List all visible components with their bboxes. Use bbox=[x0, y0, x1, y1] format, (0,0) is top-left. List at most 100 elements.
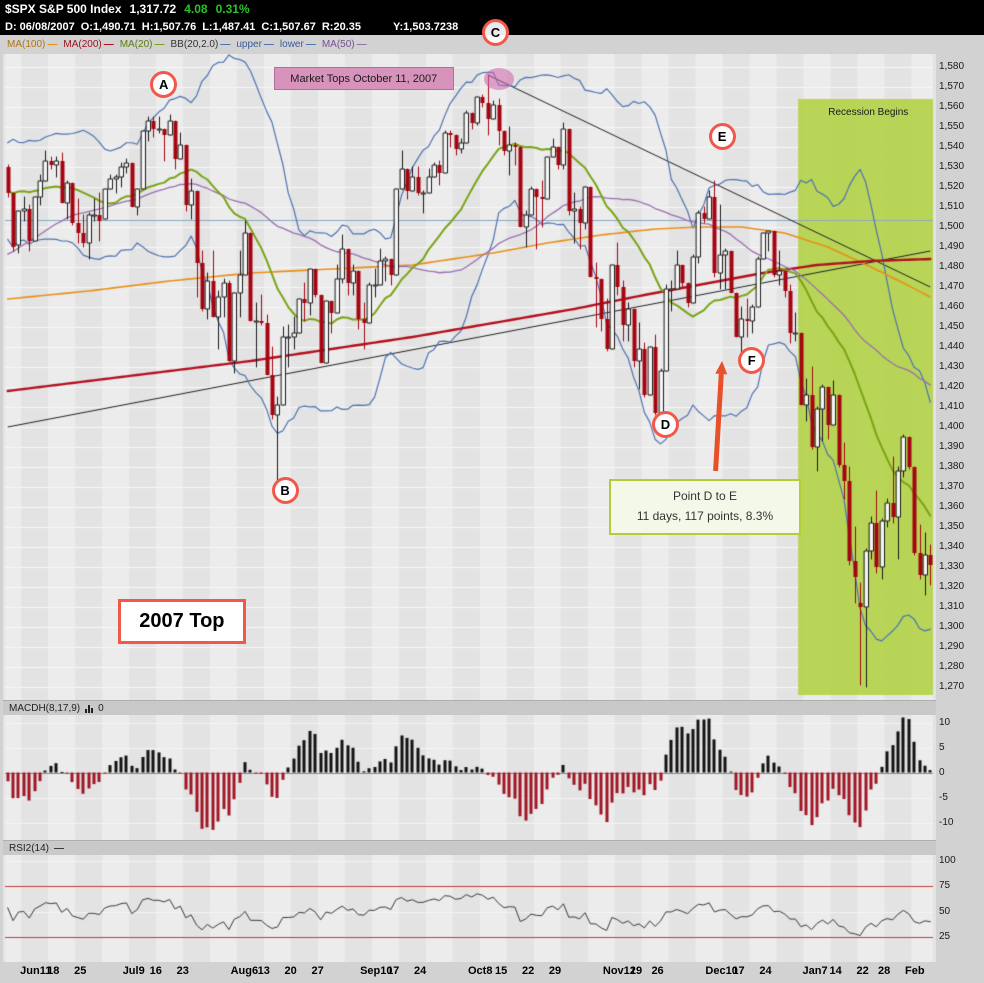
macd-axis-tick: -10 bbox=[939, 816, 954, 828]
chart-title-callout: 2007 Top bbox=[118, 599, 246, 644]
legend-item-4: upper bbox=[236, 39, 262, 50]
marker-circle-a: A bbox=[150, 71, 178, 98]
readout-low: L:1,487.41 bbox=[202, 20, 256, 33]
marker-circle-f: F bbox=[738, 347, 766, 374]
date-axis-label: Jun11 bbox=[20, 965, 52, 977]
legend-item-6: MA(50) bbox=[321, 39, 355, 50]
readout-high: H:1,507.76 bbox=[141, 20, 197, 33]
price-axis-tick: 1,330 bbox=[939, 561, 965, 572]
legend-item-3: BB(20,2.0) bbox=[170, 39, 219, 50]
date-axis-label: 14 bbox=[829, 965, 842, 977]
date-axis-label: 25 bbox=[74, 965, 87, 977]
legend-line-swatch: — bbox=[305, 39, 316, 50]
price-axis-tick: 1,390 bbox=[939, 441, 965, 452]
last-price: 1,317.72 bbox=[129, 2, 177, 16]
price-axis-tick: 1,470 bbox=[939, 281, 965, 292]
macd-label-strip: MACDH(8,17,9) 0 bbox=[3, 700, 936, 715]
rsi-axis-tick: 75 bbox=[939, 880, 951, 892]
legend-item-0: MA(100) bbox=[7, 39, 46, 50]
price-axis-tick: 1,280 bbox=[939, 661, 965, 672]
macd-axis-tick: -5 bbox=[939, 791, 948, 803]
price-axis-tick: 1,350 bbox=[939, 521, 965, 532]
rsi-axis-tick: 50 bbox=[939, 905, 951, 917]
macd-chart-canvas[interactable] bbox=[3, 715, 936, 840]
macd-label: MACDH(8,17,9) bbox=[9, 702, 81, 714]
price-axis-tick: 1,500 bbox=[939, 221, 965, 232]
price-axis-tick: 1,360 bbox=[939, 501, 965, 512]
pointer-line-1: Point D to E bbox=[672, 489, 737, 503]
date-axis-label: Dec10 bbox=[705, 965, 738, 977]
market-tops-callout: Market Tops October 11, 2007 bbox=[273, 67, 454, 90]
legend-line-swatch: — bbox=[220, 39, 231, 50]
price-axis-tick: 1,420 bbox=[939, 381, 965, 392]
marker-circle-c: C bbox=[481, 19, 509, 46]
price-axis-tick: 1,490 bbox=[939, 241, 965, 252]
legend-line-swatch: — bbox=[103, 39, 114, 50]
rsi-label: RSI2(14) bbox=[9, 842, 50, 854]
price-axis-tick: 1,460 bbox=[939, 301, 965, 312]
price-axis-tick: 1,290 bbox=[939, 641, 965, 652]
legend-line-swatch: — bbox=[154, 39, 165, 50]
date-axis-label: 19 bbox=[629, 965, 643, 977]
change-percent: 0.31% bbox=[215, 2, 250, 16]
price-axis-tick: 1,270 bbox=[939, 681, 965, 692]
date-axis-label: 17 bbox=[387, 965, 400, 977]
rsi-axis-tick: 25 bbox=[939, 930, 951, 942]
pointer-line-2: 11 days, 117 points, 8.3% bbox=[636, 508, 774, 523]
price-axis-tick: 1,400 bbox=[939, 421, 965, 432]
date-axis-label: 20 bbox=[284, 965, 297, 977]
date-axis-label: 27 bbox=[311, 965, 324, 977]
price-axis-tick: 1,410 bbox=[939, 401, 965, 412]
macd-axis-tick: 10 bbox=[939, 716, 951, 728]
legend-line-swatch: — bbox=[47, 39, 58, 50]
change-value: 4.08 bbox=[184, 2, 208, 16]
quote-bar: $SPX S&P 500 Index 1,317.72 4.08 0.31% bbox=[0, 0, 984, 18]
date-axis-label: 16 bbox=[149, 965, 162, 977]
price-axis-tick: 1,580 bbox=[939, 61, 965, 72]
rsi-axis-tick: 100 bbox=[939, 855, 956, 867]
marker-circle-d: D bbox=[651, 411, 679, 438]
legend-line-swatch: — bbox=[356, 39, 367, 50]
date-axis-label: 26 bbox=[651, 965, 664, 977]
macd-zero-label: 0 bbox=[98, 702, 104, 714]
price-axis-tick: 1,450 bbox=[939, 321, 965, 332]
marker-circle-e: E bbox=[708, 123, 736, 150]
date-axis-label: 24 bbox=[759, 965, 772, 977]
readout-open: O:1,490.71 bbox=[80, 20, 136, 33]
legend-line-swatch: — bbox=[263, 39, 274, 50]
date-axis-label: Aug6 bbox=[230, 965, 259, 977]
date-axis-label: Feb bbox=[905, 965, 925, 977]
macd-axis-tick: 0 bbox=[939, 766, 945, 778]
date-axis-label: 17 bbox=[732, 965, 745, 977]
date-axis-label: Jul9 bbox=[122, 965, 145, 977]
date-axis-label: 18 bbox=[47, 965, 60, 977]
date-axis-label: 13 bbox=[257, 965, 270, 977]
readout-prev-close: Y:1,503.7238 bbox=[392, 20, 459, 33]
rsi-line-swatch: — bbox=[54, 842, 65, 854]
date-axis-label: 29 bbox=[548, 965, 562, 977]
date-axis-label: Jan7 bbox=[802, 965, 828, 977]
symbol-label: $SPX S&P 500 Index bbox=[5, 2, 122, 16]
price-axis-tick: 1,340 bbox=[939, 541, 965, 552]
rsi-chart-canvas[interactable] bbox=[3, 855, 936, 962]
price-axis-tick: 1,320 bbox=[939, 581, 965, 592]
date-axis-label: 22 bbox=[521, 965, 535, 977]
date-axis-label: 23 bbox=[176, 965, 189, 977]
legend-item-5: lower bbox=[279, 39, 304, 50]
price-axis-tick: 1,480 bbox=[939, 261, 965, 272]
price-axis-tick: 1,300 bbox=[939, 621, 965, 632]
date-axis-label: 28 bbox=[878, 965, 891, 977]
date-axis-label: 24 bbox=[414, 965, 427, 977]
price-axis-tick: 1,380 bbox=[939, 461, 965, 472]
macd-axis-tick: 5 bbox=[939, 741, 945, 753]
recession-begins-label: Recession Begins bbox=[828, 107, 909, 118]
date-axis-label: Nov12 bbox=[602, 965, 636, 977]
legend-item-1: MA(200) bbox=[63, 39, 102, 50]
price-axis-tick: 1,370 bbox=[939, 481, 965, 492]
readout-close: C:1,507.67 bbox=[261, 20, 316, 33]
price-chart-canvas[interactable] bbox=[3, 54, 936, 700]
price-axis-tick: 1,530 bbox=[939, 161, 965, 172]
price-axis-tick: 1,550 bbox=[939, 121, 965, 132]
readout-date: D: 06/08/2007 bbox=[5, 20, 75, 33]
